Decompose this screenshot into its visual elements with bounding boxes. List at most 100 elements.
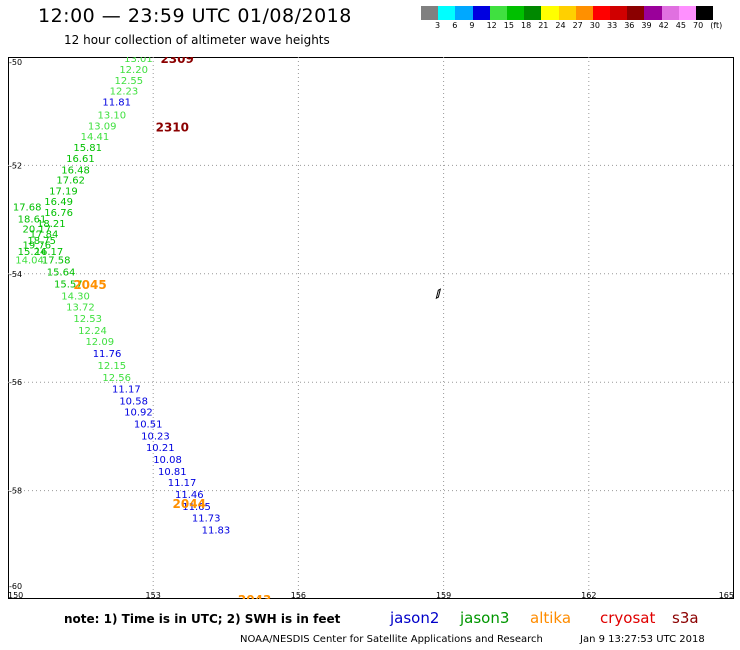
wave-height-value: 11.17 <box>112 385 141 396</box>
color-swatch <box>489 6 507 20</box>
color-scale-tick: 21 <box>538 21 549 30</box>
wave-height-value: 17.62 <box>56 175 85 186</box>
wave-height-value: 10.58 <box>119 397 148 408</box>
satellite-legend-item: jason2 <box>390 609 440 627</box>
latitude-tick-label: -52 <box>9 161 22 170</box>
color-scale-tick: 30 <box>589 21 600 30</box>
wave-height-value: 16.76 <box>44 208 73 219</box>
satellite-legend-item: jason3 <box>460 609 510 627</box>
color-scale-tick: 42 <box>658 21 669 30</box>
map-subtitle: 12 hour collection of altimeter wave hei… <box>64 33 330 47</box>
credit-line: NOAA/NESDIS Center for Satellite Applica… <box>240 634 543 645</box>
wave-height-value: 10.92 <box>124 407 153 418</box>
wave-height-value: 13.72 <box>66 302 95 313</box>
color-swatch <box>524 6 542 20</box>
wave-height-value: 15.64 <box>47 268 76 279</box>
latitude-tick-label: -54 <box>9 270 22 279</box>
wave-height-value: 10.51 <box>134 419 163 430</box>
color-swatch <box>421 6 439 20</box>
longitude-tick-label: 159 <box>436 591 451 599</box>
wave-height-value: 12.23 <box>110 87 139 98</box>
color-swatch <box>678 6 696 20</box>
wave-height-value: 11.76 <box>93 349 122 360</box>
color-scale-tick: 15 <box>503 21 514 30</box>
color-scale-tick: 12 <box>486 21 497 30</box>
color-swatch <box>696 6 714 20</box>
latitude-tick-label: -50 <box>9 58 22 67</box>
wave-height-value: 16.17 <box>35 247 64 258</box>
wave-height-map: 150 153 156 159 162 165 -50 -52 -54 -56 -58 -60 13.0… <box>8 57 734 599</box>
color-scale-tick: 36 <box>624 21 635 30</box>
wave-height-value: 18.21 <box>37 219 66 230</box>
track-time-label: 2310 <box>156 120 189 134</box>
color-swatch <box>644 6 662 20</box>
latitude-tick-label: -56 <box>9 378 22 387</box>
color-scale-tick: 6 <box>452 21 458 30</box>
wave-height-value: 10.21 <box>146 443 175 454</box>
wave-height-value: 14.04 <box>15 256 44 267</box>
wave-height-value: 15.24 <box>18 247 47 258</box>
wave-height-value: 10.23 <box>141 431 170 442</box>
track-time-label: 2309 <box>160 57 193 66</box>
wave-height-value: 10.08 <box>153 455 182 466</box>
wave-height-value: 18.61 <box>18 215 47 226</box>
wave-height-value: 13.10 <box>98 110 127 121</box>
track-time-label: 2044 <box>173 497 206 511</box>
latitude-tick-label: -58 <box>9 487 22 496</box>
wave-height-value: 14.41 <box>81 132 110 143</box>
color-scale-tick: 70 <box>693 21 704 30</box>
wave-height-value: 12.09 <box>85 337 114 348</box>
satellite-legend-item: cryosat <box>600 609 656 627</box>
longitude-tick-label: 162 <box>581 591 596 599</box>
color-scale-tick: (ft) <box>710 21 723 30</box>
wave-height-value: 17.68 <box>13 203 42 214</box>
color-scale-tick: 33 <box>607 21 618 30</box>
wave-height-value: 11.46 <box>175 490 204 501</box>
wave-height-value: 14.30 <box>61 291 90 302</box>
longitude-tick-label: 156 <box>291 591 306 599</box>
color-swatch <box>506 6 525 20</box>
island-outline <box>435 288 442 300</box>
wave-height-value: 13.01 <box>124 57 153 65</box>
latitude-tick-label: -60 <box>9 582 22 591</box>
wave-height-value: 11.83 <box>202 526 231 537</box>
satellite-legend-item: altika <box>530 609 572 627</box>
color-swatch <box>541 6 559 20</box>
color-scale-bar <box>421 6 731 20</box>
longitude-tick-label: 150 <box>8 591 23 599</box>
wave-height-value: 11.17 <box>168 478 197 489</box>
color-swatch <box>472 6 490 20</box>
color-swatch <box>455 6 473 20</box>
wave-height-value: 16.48 <box>61 166 90 177</box>
wave-height-value: 12.24 <box>78 326 107 337</box>
wave-height-value: 17.19 <box>49 186 78 197</box>
generated-timestamp: Jan 9 13:27:53 UTC 2018 <box>580 634 705 645</box>
color-swatch <box>558 6 576 20</box>
color-scale-tick: 9 <box>469 21 475 30</box>
wave-height-value: 12.55 <box>114 76 143 87</box>
wave-height-value: 10.81 <box>158 467 187 478</box>
wave-height-value: 17.84 <box>30 230 59 241</box>
wave-height-value: 13.09 <box>88 121 117 132</box>
color-scale-tick: 3 <box>435 21 441 30</box>
map-frame <box>8 57 734 599</box>
units-note: note: 1) Time is in UTC; 2) SWH is in fe… <box>64 612 341 626</box>
wave-height-value: 12.20 <box>119 65 148 76</box>
color-scale-tick: 27 <box>572 21 583 30</box>
wave-height-value: 15.81 <box>73 143 102 154</box>
wave-height-value: 18.75 <box>27 236 56 247</box>
longitude-tick-label: 153 <box>146 591 161 599</box>
color-scale-tick: 24 <box>555 21 566 30</box>
wave-height-value: 19.76 <box>23 241 52 252</box>
wave-height-value: 16.49 <box>44 197 73 208</box>
color-swatch <box>661 6 679 20</box>
color-scale-tick: 18 <box>521 21 532 30</box>
satellite-legend-item: s3a <box>672 609 699 627</box>
wave-height-value: 17.58 <box>42 256 71 267</box>
wave-height-value: 12.56 <box>102 373 131 384</box>
map-title: 12:00 — 23:59 UTC 01/08/2018 <box>38 5 352 27</box>
track-time-label: 2043 <box>238 593 271 599</box>
color-swatch <box>592 6 611 20</box>
wave-height-value: 12.53 <box>73 314 102 325</box>
color-swatch <box>575 6 593 20</box>
